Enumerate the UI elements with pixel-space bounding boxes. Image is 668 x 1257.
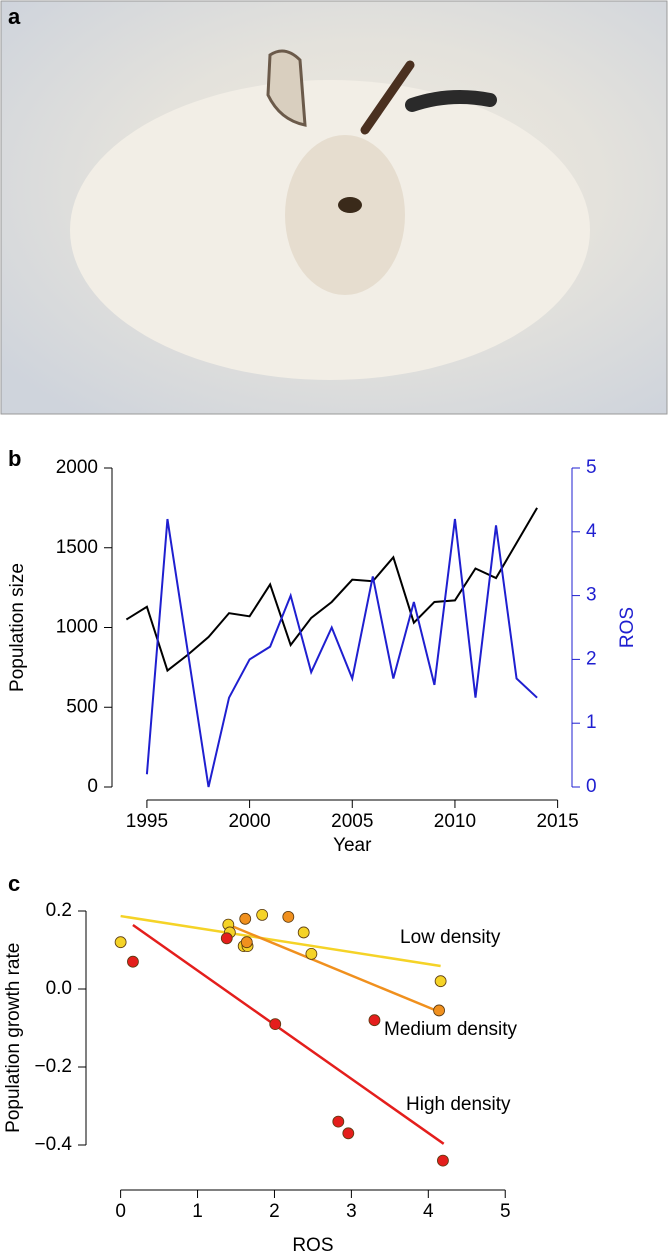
x-tick-label: 2010 <box>434 811 476 832</box>
x-axis-title: Year <box>333 835 372 856</box>
scatter-point <box>368 1014 381 1027</box>
scatter-point <box>434 975 447 988</box>
y-tick-label: −0.4 <box>34 1134 72 1155</box>
photo-antler <box>360 60 415 135</box>
fit-line <box>120 914 441 968</box>
scatter-point <box>305 948 318 960</box>
series-label: Low density <box>400 927 501 948</box>
panel-label: a <box>8 4 21 29</box>
scatter-point <box>282 910 295 923</box>
y-tick-label: 500 <box>66 696 98 717</box>
series-label: Medium density <box>384 1019 518 1040</box>
data-line <box>125 507 538 673</box>
y2-tick-label: 0 <box>586 776 597 797</box>
y-tick-label: 0.2 <box>46 900 72 921</box>
scatter-point <box>269 1018 282 1030</box>
y-axis-title: Population growth rate <box>3 943 24 1133</box>
scatter-point <box>437 1154 449 1167</box>
x-tick-label: 2005 <box>331 811 373 832</box>
y-tick-label: 1000 <box>56 617 98 638</box>
x-tick-label: 3 <box>346 1201 357 1222</box>
photo-animal-head <box>285 135 405 295</box>
photo-ear <box>266 49 307 127</box>
panel-label: c <box>8 871 20 896</box>
y2-tick-label: 1 <box>586 712 597 733</box>
scatter-point <box>256 909 269 921</box>
scatter-point <box>297 926 310 939</box>
y-tick-label: 2000 <box>56 457 98 478</box>
scatter-point <box>332 1115 345 1128</box>
scatter-point <box>342 1127 355 1140</box>
x-axis-title: ROS <box>292 1235 333 1256</box>
scatter-point <box>239 912 252 925</box>
scatter-point <box>114 936 127 949</box>
x-tick-label: 2015 <box>536 811 578 832</box>
y2-tick-label: 3 <box>586 585 597 606</box>
y-tick-label: 0.0 <box>46 978 72 999</box>
photo: a <box>0 0 668 415</box>
scatter-point <box>220 932 233 945</box>
scatter-point <box>433 1004 445 1017</box>
x-tick-label: 5 <box>500 1201 511 1222</box>
scatter-point <box>240 936 253 949</box>
x-tick-label: 1995 <box>126 811 168 832</box>
y-tick-label: 1500 <box>56 537 98 558</box>
x-tick-label: 2 <box>269 1201 280 1222</box>
y-tick-label: −0.2 <box>34 1056 72 1077</box>
photo-antler <box>405 90 497 112</box>
y2-tick-label: 2 <box>586 648 597 669</box>
panel-label: b <box>8 446 21 471</box>
scatter-point <box>127 955 139 968</box>
x-tick-label: 1 <box>192 1201 203 1222</box>
y2-axis-title: ROS <box>617 607 638 648</box>
x-tick-label: 4 <box>423 1201 434 1222</box>
y-tick-label: 0 <box>87 776 98 797</box>
x-tick-label: 0 <box>115 1201 126 1222</box>
y-axis-title: Population size <box>7 563 28 692</box>
data-line <box>145 518 538 788</box>
x-tick-label: 2000 <box>228 811 270 832</box>
fit-line <box>227 923 442 1014</box>
fit-line <box>132 924 445 1145</box>
y2-tick-label: 4 <box>586 521 597 542</box>
photo-animal-eye <box>338 197 362 213</box>
series-label: High density <box>406 1094 511 1115</box>
y2-tick-label: 5 <box>586 457 597 478</box>
